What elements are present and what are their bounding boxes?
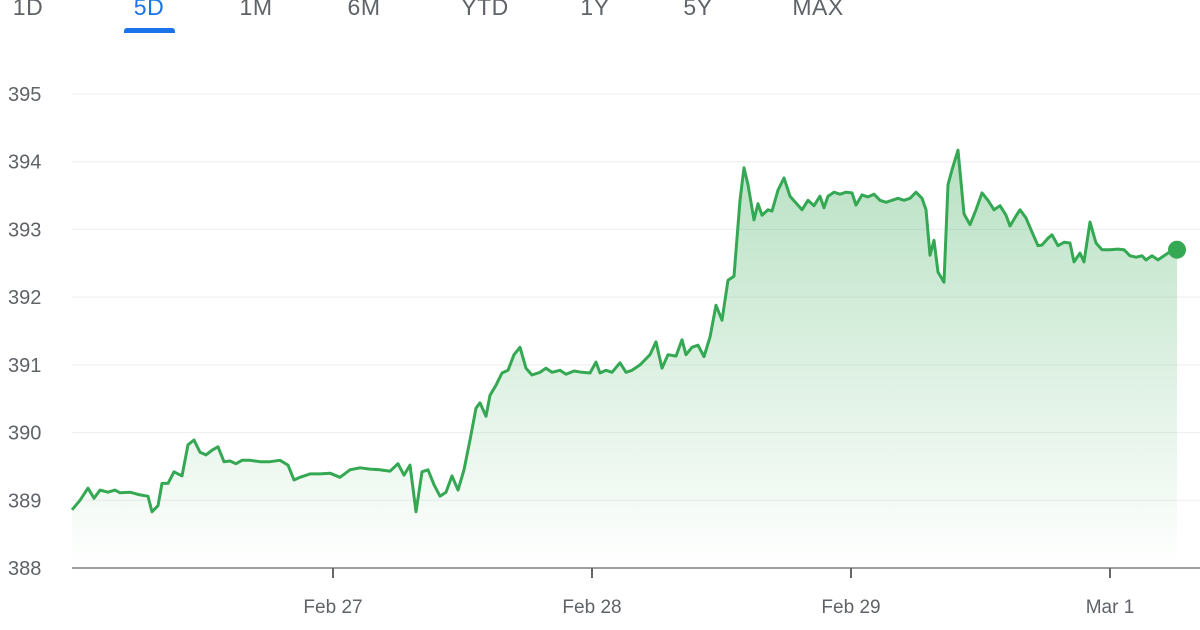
tab-1m[interactable]: 1M — [239, 0, 273, 20]
tab-5d[interactable]: 5D — [133, 0, 165, 20]
x-tick-label: Feb 27 — [303, 597, 362, 618]
tab-1d[interactable]: 1D — [12, 0, 44, 20]
y-tick-label: 394 — [8, 152, 41, 174]
y-tick-label: 389 — [8, 490, 41, 512]
tab-ytd[interactable]: YTD — [461, 0, 509, 20]
x-tick-label: Feb 28 — [562, 597, 621, 618]
selected-tab-indicator — [124, 28, 175, 33]
tab-max[interactable]: MAX — [792, 0, 844, 20]
x-tick-label: Mar 1 — [1086, 597, 1135, 618]
y-tick-label: 395 — [8, 84, 41, 106]
y-tick-label: 392 — [8, 287, 41, 309]
x-tick-label: Feb 29 — [821, 597, 880, 618]
tab-6m[interactable]: 6M — [347, 0, 381, 20]
y-tick-label: 390 — [8, 423, 41, 445]
price-line — [70, 148, 1178, 514]
y-tick-label: 388 — [8, 558, 41, 580]
tab-1y[interactable]: 1Y — [580, 0, 610, 20]
y-tick-label: 393 — [8, 219, 41, 241]
price-area-fill — [72, 150, 1177, 568]
y-tick-label: 391 — [8, 355, 41, 377]
tab-5y[interactable]: 5Y — [683, 0, 713, 20]
last-price-marker — [1168, 240, 1186, 259]
